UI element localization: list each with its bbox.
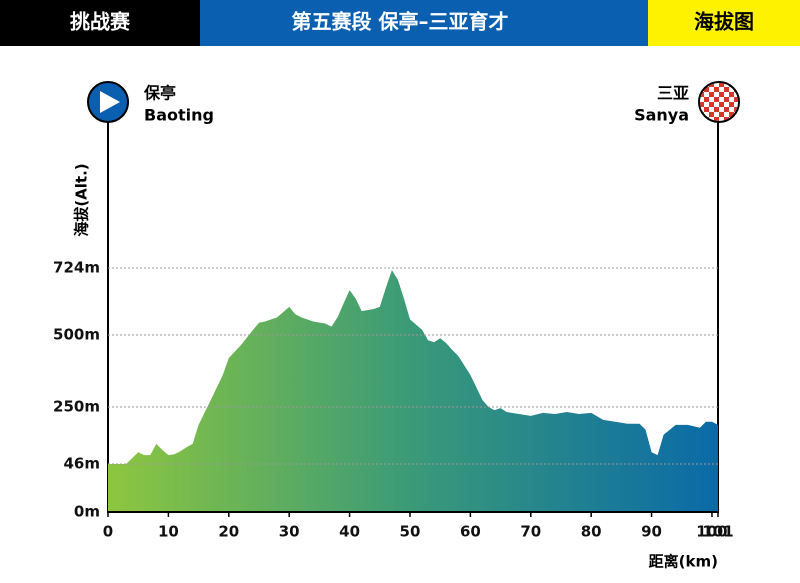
x-axis-label: 距离(km) (649, 553, 718, 571)
start-arrow (100, 91, 120, 113)
checker-square (729, 112, 734, 117)
checker-square (719, 87, 724, 92)
checker-square (704, 112, 709, 117)
checker-square (719, 102, 724, 107)
y-tick-label: 724m (53, 259, 100, 277)
checker-square (734, 83, 738, 87)
badge-left: 挑战赛 (70, 10, 131, 34)
checker-square (700, 117, 704, 121)
y-tick-label: 0m (74, 503, 100, 521)
start-name: 保亭 (143, 84, 176, 103)
x-tick-label: 90 (641, 523, 662, 541)
checker-square (709, 83, 714, 87)
checker-square (704, 97, 709, 102)
checker-square (734, 97, 738, 102)
checker-square (729, 92, 734, 97)
checker-square (729, 97, 734, 102)
checker-square (714, 117, 719, 121)
checker-square (709, 92, 714, 97)
checker-square (700, 83, 704, 87)
y-axis-label: 海拔(Alt.) (73, 163, 91, 236)
x-tick-label: 10 (158, 523, 179, 541)
checker-square (724, 107, 729, 112)
checker-square (714, 83, 719, 87)
checker-square (719, 83, 724, 87)
checker-square (724, 92, 729, 97)
checker-square (724, 83, 729, 87)
checker-square (704, 87, 709, 92)
checker-square (700, 97, 704, 102)
y-tick-label: 46m (63, 455, 100, 473)
title-bg (200, 0, 648, 46)
checker-square (709, 112, 714, 117)
badge-left-bg (0, 0, 200, 46)
checker-square (709, 87, 714, 92)
checker-square (700, 92, 704, 97)
x-tick-label: 0 (103, 523, 113, 541)
x-tick-label: 101 (702, 523, 733, 541)
badge-right-bg (648, 0, 800, 46)
x-tick-label: 60 (460, 523, 481, 541)
checker-square (724, 102, 729, 107)
checker-square (709, 102, 714, 107)
checker-square (729, 107, 734, 112)
finish-icon-border (698, 81, 740, 123)
badge-right: 海拔图 (694, 10, 754, 34)
checker-square (700, 102, 704, 107)
checker-square (724, 87, 729, 92)
checker-square (734, 92, 738, 97)
x-tick-label: 20 (218, 523, 239, 541)
checker-square (724, 117, 729, 121)
y-tick-label: 500m (53, 326, 100, 344)
x-tick-label: 100 (696, 523, 727, 541)
checker-square (714, 87, 719, 92)
checker-square (734, 107, 738, 112)
checker-square (704, 107, 709, 112)
checker-square (719, 112, 724, 117)
checker-square (714, 102, 719, 107)
x-tick-label: 80 (581, 523, 602, 541)
x-tick-label: 50 (400, 523, 421, 541)
x-tick-label: 40 (339, 523, 360, 541)
checker-square (714, 97, 719, 102)
checker-square (719, 107, 724, 112)
checker-square (714, 112, 719, 117)
checker-square (719, 117, 724, 121)
checker-square (709, 117, 714, 121)
x-tick-label: 30 (279, 523, 300, 541)
checker-square (734, 102, 738, 107)
checker-square (719, 97, 724, 102)
checker-square (734, 117, 738, 121)
checker-square (700, 107, 704, 112)
x-tick-label: 70 (520, 523, 541, 541)
start-name-en: Baoting (144, 106, 214, 125)
checker-square (724, 97, 729, 102)
finish-name: 三亚 (657, 84, 689, 103)
checker-square (719, 92, 724, 97)
chart-title: 第五赛段 保亭–三亚育才 (292, 10, 509, 34)
checker-square (729, 102, 734, 107)
finish-name-en: Sanya (634, 106, 689, 125)
y-tick-label: 250m (53, 398, 100, 416)
checker-square (709, 97, 714, 102)
checker-square (714, 92, 719, 97)
checker-square (724, 112, 729, 117)
elevation-area (108, 270, 718, 512)
checker-square (704, 92, 709, 97)
checker-square (704, 102, 709, 107)
checker-square (714, 107, 719, 112)
checker-square (709, 107, 714, 112)
checker-square (729, 87, 734, 92)
